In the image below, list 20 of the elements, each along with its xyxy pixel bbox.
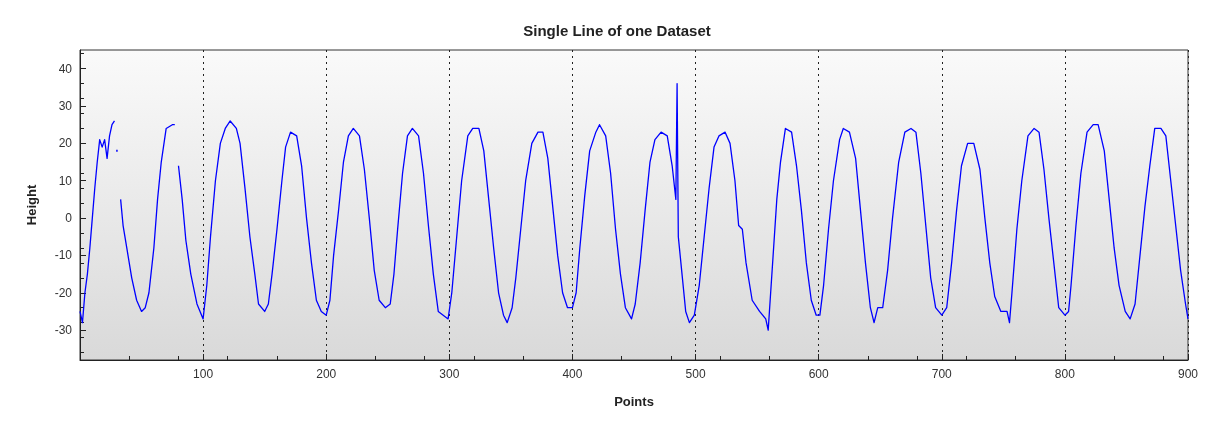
y-tick-label: -30 xyxy=(54,323,73,338)
x-tick-label: 800 xyxy=(1054,367,1076,381)
chart-title: Single Line of one Dataset xyxy=(523,22,711,39)
x-axis-title: Points xyxy=(614,394,654,409)
x-tick-label: 200 xyxy=(316,367,337,381)
x-tick-label: 400 xyxy=(562,367,583,381)
y-tick-label: 20 xyxy=(58,136,73,151)
x-tick-label: 900 xyxy=(1177,367,1199,381)
y-tick-label: 10 xyxy=(58,173,73,188)
x-tick-label: 700 xyxy=(931,367,953,381)
y-axis-title: Height xyxy=(24,184,39,226)
y-tick-label: -20 xyxy=(54,285,73,300)
x-tick-label: 600 xyxy=(808,367,829,381)
x-tick-label: 100 xyxy=(193,367,214,381)
y-tick-label: 0 xyxy=(65,211,73,226)
x-tick-label: 500 xyxy=(685,367,706,381)
y-tick-label: 40 xyxy=(58,61,73,76)
y-tick-label: 30 xyxy=(58,99,73,114)
x-tick-label: 300 xyxy=(439,367,460,381)
y-tick-label: -10 xyxy=(54,248,73,263)
